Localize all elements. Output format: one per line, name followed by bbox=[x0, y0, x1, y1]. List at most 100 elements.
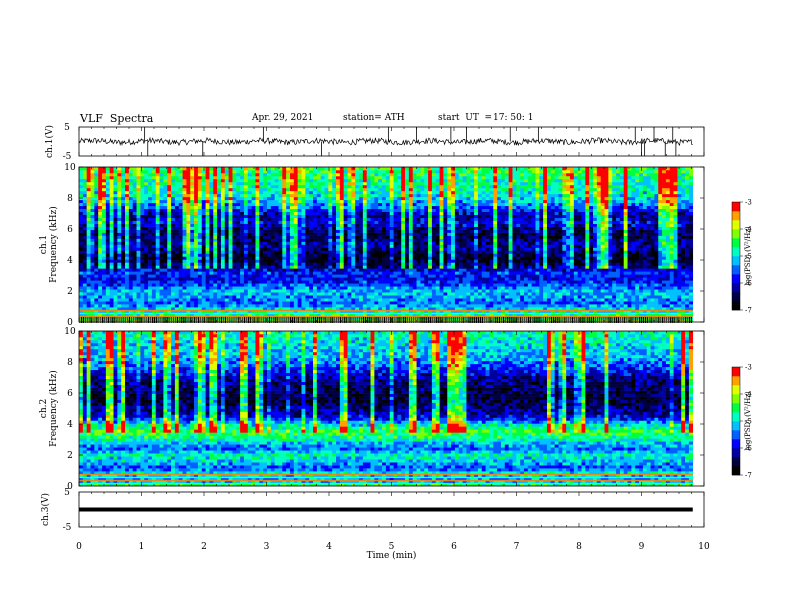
ch1-spec-cell bbox=[351, 304, 356, 308]
ch1-spec-cell bbox=[458, 289, 463, 293]
ch1-spec-cell bbox=[646, 247, 651, 251]
ch1-spec-cell bbox=[117, 268, 122, 272]
ch1-spec-cell bbox=[362, 310, 367, 314]
ch1-spec-cell bbox=[86, 256, 91, 260]
ch1-spec-cell bbox=[493, 271, 498, 275]
ch1-spec-cell bbox=[631, 256, 636, 260]
ch1-spec-cell bbox=[266, 250, 272, 254]
ch1-spec-cell bbox=[263, 232, 268, 236]
ch1-spec-cell bbox=[316, 286, 321, 290]
ch1-spec-cell bbox=[247, 301, 252, 305]
ch1-spec-cell bbox=[631, 307, 636, 311]
ch1-spec-cell bbox=[454, 259, 460, 263]
ch1-spec-cell bbox=[351, 268, 356, 272]
ch1-spec-cell bbox=[201, 304, 206, 308]
ch1-spec-cell bbox=[339, 229, 344, 233]
ch1-spec-cell bbox=[665, 238, 671, 242]
ch1-spec-cell bbox=[474, 277, 479, 281]
ch1-spec-cell bbox=[397, 256, 402, 260]
ch1-spec-cell bbox=[681, 262, 686, 266]
ch1-spec-cell bbox=[339, 259, 344, 263]
ch1-spec-cell bbox=[220, 298, 226, 302]
ch1-spec-cell bbox=[424, 250, 429, 254]
ch1-spec-cell bbox=[481, 286, 486, 290]
ch1-spec-cell bbox=[408, 259, 414, 263]
ch1-spec-cell bbox=[128, 238, 134, 242]
ch1-spec-cell bbox=[86, 226, 91, 230]
ch1-spec-cell bbox=[312, 277, 318, 281]
ch1-spec-cell bbox=[428, 310, 433, 314]
ch1-spec-cell bbox=[171, 307, 176, 311]
ch1-spec-cell bbox=[650, 307, 655, 311]
ch1-spec-cell bbox=[685, 232, 690, 236]
ch1-spec-cell bbox=[339, 289, 344, 293]
ch1-spec-cell bbox=[543, 265, 548, 269]
ch1-spec-cell bbox=[278, 262, 283, 266]
ch1-spec-cell bbox=[420, 307, 425, 311]
ch1-spec-cell bbox=[435, 250, 440, 254]
ch1-spec-cell bbox=[125, 268, 130, 272]
ch1-spec-cell bbox=[520, 298, 525, 302]
ch1-spec-cell bbox=[535, 310, 540, 314]
ch1-spec-cell bbox=[167, 298, 172, 302]
ch1-spec-cell bbox=[512, 301, 517, 305]
ch1-spec-cell bbox=[612, 313, 617, 317]
ch1-spec-cell bbox=[393, 241, 398, 245]
ch1-spec-cell bbox=[128, 259, 134, 263]
ch1-spec-cell bbox=[144, 310, 149, 314]
ch1-spec-cell bbox=[90, 286, 95, 290]
ch1-spec-cell bbox=[451, 229, 456, 233]
ch1-spec-cell bbox=[297, 298, 302, 302]
ch1-spec-cell bbox=[289, 292, 295, 296]
ch1-spec-cell bbox=[428, 289, 433, 293]
ch1-spec-cell bbox=[470, 301, 475, 305]
ch1-spec-cell bbox=[128, 229, 134, 233]
ch1-spec-cell bbox=[201, 259, 206, 263]
ch1-spec-cell bbox=[182, 247, 187, 251]
ch1-spec-cell bbox=[113, 295, 118, 299]
ch1-spec-cell bbox=[324, 262, 329, 266]
ch1-spec-cell bbox=[224, 283, 229, 287]
ch1-spec-cell bbox=[243, 298, 249, 302]
ch1-spec-cell bbox=[194, 301, 199, 305]
ch1-spec-cell bbox=[102, 280, 107, 284]
ch1-spec-cell bbox=[205, 265, 210, 269]
ch1-spec-cell bbox=[508, 256, 513, 260]
ch1-spec-cell bbox=[359, 229, 364, 233]
ch1-spec-cell bbox=[374, 250, 379, 254]
ch1-spec-cell bbox=[174, 313, 180, 317]
ch1-spec-cell bbox=[562, 310, 567, 314]
ch1-spec-cell bbox=[228, 250, 233, 254]
ch1-spec-cell bbox=[677, 265, 682, 269]
ch1-spec-cell bbox=[558, 265, 563, 269]
ch1-spec-cell bbox=[596, 313, 601, 317]
ch1-spec-cell bbox=[213, 313, 218, 317]
ch1-spec-cell bbox=[266, 262, 272, 266]
ch1-spec-cell bbox=[520, 313, 525, 317]
ch1-spec-cell bbox=[359, 265, 364, 269]
ch1-spec-cell bbox=[646, 313, 651, 317]
ch1-spec-cell bbox=[497, 298, 502, 302]
ch1-spec-cell bbox=[190, 304, 195, 308]
ch1-spec-cell bbox=[673, 292, 678, 296]
ch1-spec-cell bbox=[454, 265, 460, 269]
ch1-spec-cell bbox=[282, 268, 287, 272]
ch1-spec-cell bbox=[535, 241, 540, 245]
ch1-spec-cell bbox=[677, 232, 682, 236]
ch1-spec-cell bbox=[293, 292, 298, 296]
ch1-spec-cell bbox=[508, 274, 513, 278]
ch1-spec-cell bbox=[140, 289, 145, 293]
ch1-spec-cell bbox=[213, 277, 218, 281]
ch1-spec-cell bbox=[366, 265, 371, 269]
ch1-spec-cell bbox=[397, 265, 402, 269]
ch1-spec-cell bbox=[512, 241, 517, 245]
ch1-spec-cell bbox=[516, 259, 521, 263]
ch1-spec-cell bbox=[612, 292, 617, 296]
ch1-spec-cell bbox=[243, 235, 249, 239]
ch1-spec-cell bbox=[616, 274, 621, 278]
ch1-spec-cell bbox=[209, 229, 214, 233]
ch1-spec-cell bbox=[136, 262, 141, 266]
ch1-spec-cell bbox=[263, 241, 268, 245]
ch1-spec-cell bbox=[669, 250, 674, 254]
ch1-spec-cell bbox=[102, 274, 107, 278]
